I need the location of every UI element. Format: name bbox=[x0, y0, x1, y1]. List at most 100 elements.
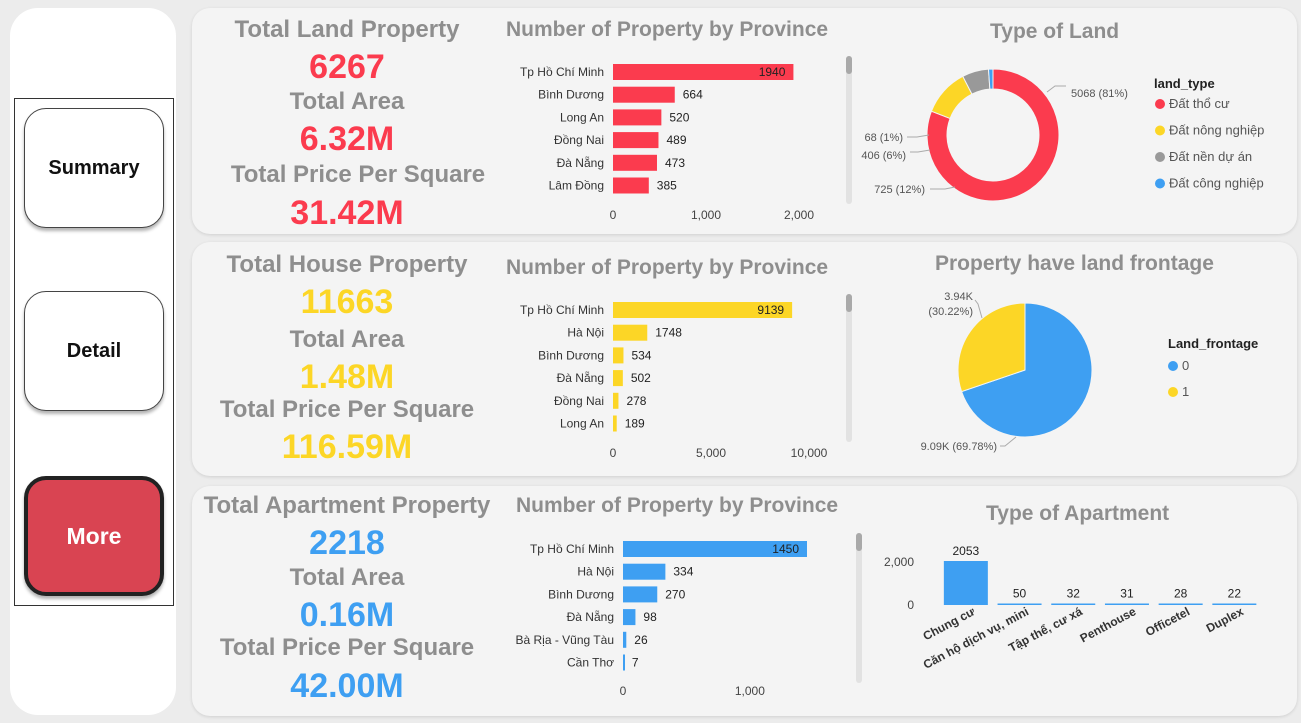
house-bar-data-label: 502 bbox=[631, 371, 651, 385]
land-legend-dot bbox=[1155, 125, 1165, 136]
land-bar-category-label: Lâm Đồng bbox=[549, 179, 604, 193]
land-area-value: 6.32M bbox=[299, 120, 395, 158]
apartment-col-bar bbox=[1212, 603, 1257, 605]
apartment-bar-bar bbox=[623, 609, 636, 626]
land-bar-category-label: Đà Nẵng bbox=[557, 155, 604, 170]
apartment-bar-category-label: Bà Rịa - Vũng Tàu bbox=[515, 633, 614, 647]
land-donut-data-label: 5068 (81%) bbox=[1071, 88, 1128, 100]
apartment-col-category-label: Duplex bbox=[1204, 604, 1246, 635]
apartment-col-category-label: Penthouse bbox=[1078, 604, 1139, 645]
land-bar-bar bbox=[613, 86, 675, 103]
land-bar-data-label: 385 bbox=[657, 179, 677, 193]
land-legend-item[interactable]: Đất nông nghiệp bbox=[1169, 123, 1264, 138]
apartment-bar-data-label: 1450 bbox=[772, 542, 799, 556]
house-bar-data-label: 534 bbox=[631, 348, 651, 362]
land-bar-scrollbar[interactable] bbox=[846, 56, 852, 204]
apartment-col-data-label: 31 bbox=[1120, 587, 1134, 601]
land-bar-bar bbox=[613, 132, 659, 149]
detail-button[interactable]: Detail bbox=[24, 291, 164, 411]
land-legend-item[interactable]: Đất nền dự án bbox=[1169, 149, 1252, 164]
summary-button[interactable]: Summary bbox=[24, 108, 164, 228]
house-area-label: Total Area bbox=[289, 326, 405, 353]
apartment-bar-category-label: Bình Dương bbox=[548, 587, 614, 601]
land-bar-tick-label: 0 bbox=[610, 208, 617, 222]
house-bar-bar bbox=[613, 347, 624, 364]
frontage-data-label: (30.22%) bbox=[928, 306, 973, 318]
apartment-col-data-label: 28 bbox=[1174, 587, 1188, 601]
land-donut-leader-line bbox=[910, 149, 931, 153]
house-bar-data-label: 189 bbox=[625, 417, 645, 431]
house-bar-bar bbox=[613, 415, 617, 432]
land-bar-bar bbox=[613, 177, 649, 194]
apartment-bar-bar bbox=[623, 631, 627, 648]
apartment-col-bar bbox=[1104, 603, 1149, 605]
apartment-panel bbox=[192, 486, 1297, 716]
land-bar-category-label: Long An bbox=[560, 110, 604, 124]
house-bar-bar bbox=[613, 302, 793, 318]
apartment-total-label: Total Apartment Property bbox=[203, 492, 491, 519]
land-legend-dot bbox=[1155, 99, 1165, 109]
house-bar-bar bbox=[613, 370, 623, 387]
land-bar-bar bbox=[613, 64, 794, 80]
frontage-pie-slice bbox=[960, 302, 1093, 438]
apartment-price-label: Total Price Per Square bbox=[219, 634, 475, 661]
house-bar-data-label: 1748 bbox=[655, 326, 682, 340]
land-bar-data-label: 473 bbox=[665, 156, 685, 170]
house-total-value: 11663 bbox=[300, 283, 394, 321]
apartment-bar-category-label: Cần Thơ bbox=[567, 656, 614, 670]
land-bar-tick-label: 1,000 bbox=[691, 208, 721, 222]
house-pie-title: Property have land frontage bbox=[935, 252, 1214, 275]
apartment-area-value: 0.16M bbox=[299, 596, 395, 634]
apartment-bar-scrollbar-thumb[interactable] bbox=[856, 533, 862, 551]
frontage-legend-title: Land_frontage bbox=[1168, 336, 1258, 351]
frontage-leader-line bbox=[974, 299, 983, 319]
house-bar-bar bbox=[613, 324, 648, 341]
apartment-total-value: 2218 bbox=[309, 524, 385, 562]
apartment-bar-title: Number of Property by Province bbox=[516, 494, 839, 517]
apartment-col-tick-label: 2,000 bbox=[884, 555, 914, 569]
land-legend-title: land_type bbox=[1154, 76, 1215, 91]
land-bar-category-label: Bình Dương bbox=[538, 88, 604, 102]
house-bar-data-label: 278 bbox=[626, 394, 646, 408]
land-legend-dot bbox=[1155, 178, 1165, 189]
apartment-bar-tick-label: 1,000 bbox=[735, 684, 765, 698]
land-bar-data-label: 1940 bbox=[759, 65, 786, 79]
land-bar-category-label: Đồng Nai bbox=[554, 133, 604, 147]
land-donut-leader-line bbox=[930, 186, 956, 190]
apartment-col-bar bbox=[1158, 603, 1203, 605]
land-price-label: Total Price Per Square bbox=[230, 161, 486, 188]
house-bar-scrollbar-thumb[interactable] bbox=[846, 294, 852, 312]
land-donut-slice bbox=[926, 68, 1060, 202]
land-price-value: 31.42M bbox=[290, 194, 404, 232]
frontage-data-label: 9.09K (69.78%) bbox=[921, 441, 997, 453]
nav-group bbox=[14, 98, 174, 606]
house-bar-tick-label: 0 bbox=[610, 446, 617, 460]
land-donut-data-label: 725 (12%) bbox=[874, 184, 925, 196]
more-button[interactable]: More bbox=[24, 476, 164, 596]
land-bar-scrollbar-thumb[interactable] bbox=[846, 56, 852, 74]
land-legend-item[interactable]: Đất thổ cư bbox=[1169, 96, 1230, 111]
apartment-col-data-label: 22 bbox=[1228, 587, 1242, 601]
house-price-value: 116.59M bbox=[281, 428, 413, 466]
apartment-col-data-label: 32 bbox=[1067, 587, 1081, 601]
house-bar-scrollbar[interactable] bbox=[846, 294, 852, 442]
house-bar-category-label: Hà Nội bbox=[567, 326, 604, 340]
apartment-bar-scrollbar[interactable] bbox=[856, 533, 862, 683]
land-bar-data-label: 489 bbox=[666, 133, 686, 147]
apartment-bar-category-label: Đà Nẵng bbox=[567, 609, 614, 624]
frontage-legend-item[interactable]: 1 bbox=[1182, 384, 1189, 399]
apartment-col-data-label: 50 bbox=[1013, 587, 1027, 601]
apartment-price-value: 42.00M bbox=[290, 667, 404, 705]
apartment-bar-bar bbox=[623, 563, 666, 580]
house-bar-category-label: Đồng Nai bbox=[554, 394, 604, 408]
house-bar-category-label: Tp Hồ Chí Minh bbox=[520, 303, 604, 317]
apartment-bar-category-label: Hà Nội bbox=[577, 565, 614, 579]
apartment-bar-bar bbox=[623, 541, 807, 557]
land-legend-item[interactable]: Đất công nghiệp bbox=[1169, 176, 1264, 191]
frontage-legend-item[interactable]: 0 bbox=[1182, 358, 1189, 373]
apartment-col-bar bbox=[997, 603, 1042, 605]
apartment-bar-category-label: Tp Hồ Chí Minh bbox=[530, 542, 614, 556]
apartment-col-bar bbox=[1051, 603, 1096, 605]
house-price-label: Total Price Per Square bbox=[219, 396, 475, 423]
house-bar-bar bbox=[613, 392, 619, 409]
